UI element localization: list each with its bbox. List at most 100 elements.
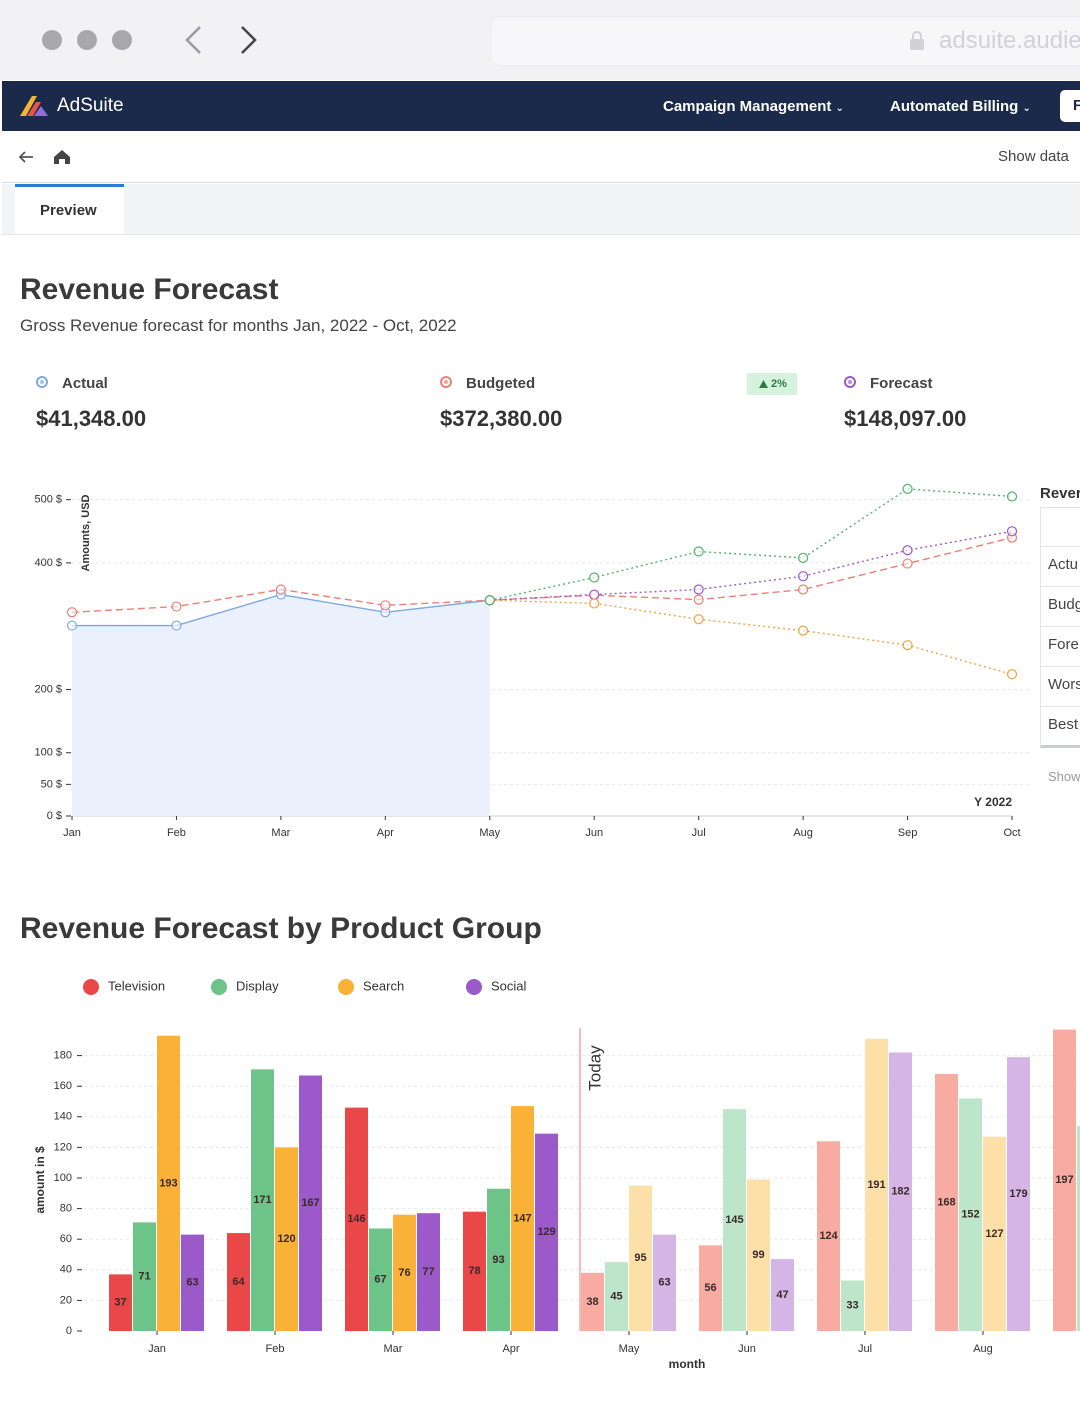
legend-label: Search <box>363 978 404 993</box>
bar <box>227 1233 250 1331</box>
point <box>693 594 704 605</box>
value-label: 64 <box>232 1276 245 1288</box>
bar <box>181 1234 204 1331</box>
panel-row-border <box>1040 626 1080 627</box>
tab[interactable]: Preview <box>15 184 124 234</box>
bar <box>1053 1029 1076 1331</box>
point <box>902 545 913 556</box>
y-tick-label: 500 $ <box>34 494 62 506</box>
kpi-value: $148,097.00 <box>844 406 967 431</box>
y-tick-label: 160 <box>54 1080 72 1092</box>
line <box>489 530 1013 601</box>
menu-label: Automated Billing <box>890 98 1019 115</box>
y-tick-label: 140 <box>54 1111 72 1123</box>
bar <box>699 1245 722 1331</box>
legend-panel: Rever Actu Budg Fore Wors Best Show <box>1040 480 1080 790</box>
y-tick-label: 100 $ <box>34 747 62 759</box>
lock-icon <box>910 31 924 50</box>
panel-footer[interactable]: Show <box>1048 769 1080 784</box>
point <box>798 584 809 595</box>
nav-menu[interactable]: Automated Billing ⌄ <box>890 98 1031 115</box>
point <box>589 572 600 583</box>
forward-button[interactable] <box>241 26 257 54</box>
x-tick-label: Jun <box>738 1343 756 1355</box>
kpi-badge: 2% <box>747 373 797 395</box>
line <box>71 536 1013 613</box>
browser-bar: adsuite.audie <box>0 0 1080 80</box>
x-tick-label: Mar <box>384 1343 403 1355</box>
point <box>171 620 182 631</box>
legend-label: Display <box>236 978 279 993</box>
point <box>693 614 704 625</box>
chart-title: Revenue Forecast by Product Group <box>20 912 542 945</box>
panel-row-border <box>1040 706 1080 707</box>
value-label: 127 <box>985 1228 1003 1240</box>
nav-button[interactable]: F <box>1060 90 1080 122</box>
line <box>489 488 1013 601</box>
navbar: AdSuite Campaign Management ⌄ Automated … <box>2 81 1080 131</box>
value-label: 168 <box>937 1196 955 1208</box>
y-tick-label: 50 $ <box>41 778 62 790</box>
x-tick-label: Apr <box>377 827 394 839</box>
point <box>902 483 913 494</box>
y-tick-label: 400 $ <box>34 557 62 569</box>
point <box>66 620 78 631</box>
point <box>798 571 809 582</box>
panel-item[interactable]: Fore <box>1048 636 1079 653</box>
panel-item[interactable]: Wors <box>1048 676 1080 693</box>
y-axis-label: Amounts, USD <box>80 494 92 571</box>
value-label: 37 <box>114 1297 126 1309</box>
value-label: 76 <box>398 1267 410 1279</box>
bar <box>109 1274 132 1331</box>
bar <box>463 1211 486 1331</box>
value-label: 45 <box>610 1290 622 1302</box>
x-tick-label: Aug <box>973 1343 993 1355</box>
value-label: 124 <box>819 1230 838 1242</box>
nav-menu[interactable]: Campaign Management ⌄ <box>663 98 844 115</box>
panel-row-border <box>1040 666 1080 667</box>
panel-item[interactable]: Best <box>1048 716 1079 733</box>
value-label: 33 <box>846 1300 858 1312</box>
x-tick-label: Aug <box>793 827 813 839</box>
x-tick-label: Jul <box>692 827 706 839</box>
back-icon[interactable] <box>18 151 33 163</box>
brand[interactable]: AdSuite <box>57 95 124 116</box>
panel-title: Rever <box>1040 485 1080 502</box>
y-tick-label: 20 <box>60 1294 72 1306</box>
address-bar[interactable]: adsuite.audie <box>490 16 1080 66</box>
x-tick-label: Sep <box>898 827 918 839</box>
point <box>589 589 600 600</box>
bar <box>369 1228 392 1331</box>
home-icon[interactable] <box>54 150 70 164</box>
line <box>489 599 1013 675</box>
bar <box>935 1073 958 1331</box>
value-label: 56 <box>704 1282 716 1294</box>
panel-table <box>1040 507 1080 748</box>
point <box>275 584 286 595</box>
bar <box>771 1259 794 1331</box>
value-label: 191 <box>867 1179 885 1191</box>
back-button[interactable] <box>185 26 201 54</box>
point <box>66 607 78 618</box>
y-axis-label: amount in $ <box>33 1146 47 1214</box>
value-label: 167 <box>301 1197 319 1209</box>
bar <box>1007 1057 1030 1331</box>
value-label: 152 <box>961 1209 979 1221</box>
toolbar-action[interactable]: Show data <box>998 148 1069 165</box>
bar <box>133 1222 156 1331</box>
page-title: Revenue Forecast <box>20 273 279 306</box>
value-label: 71 <box>138 1271 150 1283</box>
panel-item[interactable]: Budg <box>1048 596 1080 613</box>
y-tick-label: 200 $ <box>34 683 62 695</box>
value-label: 120 <box>277 1233 295 1245</box>
legend-marker <box>211 979 227 995</box>
bar <box>487 1188 510 1331</box>
bar <box>1077 1125 1080 1331</box>
kpi-label: Budgeted <box>466 375 536 392</box>
panel-item[interactable]: Actu <box>1048 556 1079 573</box>
menu-label: Campaign Management <box>663 98 832 115</box>
value-label: 38 <box>586 1296 598 1308</box>
bar <box>889 1052 912 1331</box>
y-tick-label: 100 <box>54 1172 72 1184</box>
